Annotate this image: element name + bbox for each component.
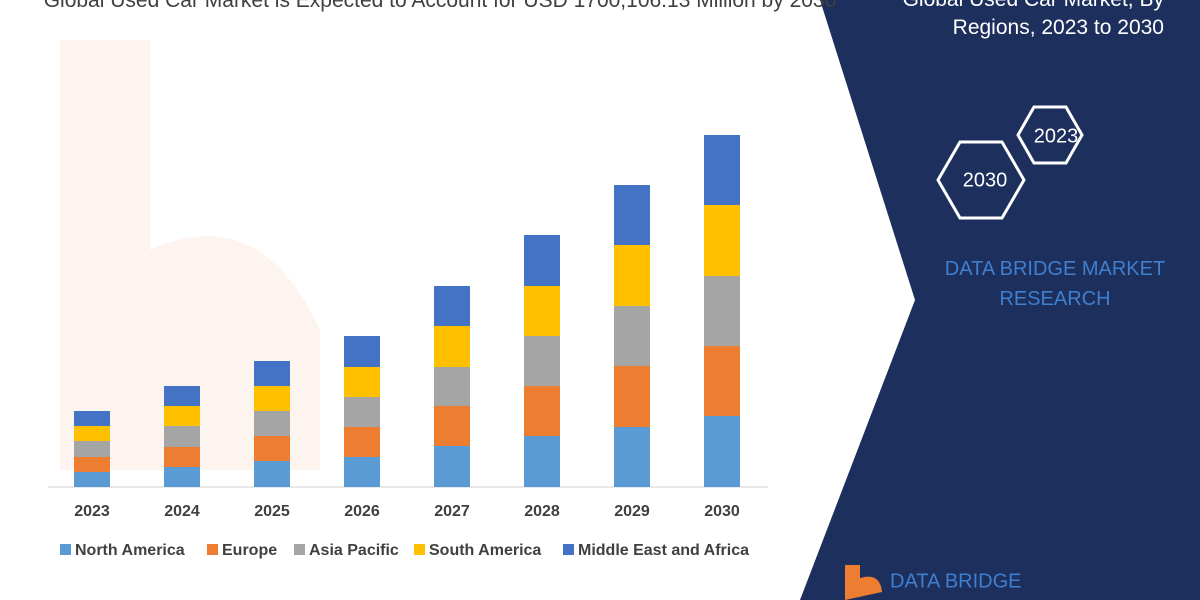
bar-segment	[164, 386, 200, 406]
bar-segment	[704, 205, 740, 276]
bar-segment	[704, 276, 740, 346]
x-tick-label: 2029	[614, 503, 650, 520]
panel-heading: Global Used Car Market, By Regions, 2023…	[903, 0, 1164, 39]
x-tick-label: 2028	[524, 503, 560, 520]
hex-label: 2023	[1034, 125, 1079, 147]
bar-segment	[74, 472, 110, 487]
legend-swatch	[563, 544, 574, 555]
legend-label: North America	[75, 542, 185, 559]
bar-segment	[254, 386, 290, 411]
bar-segment	[74, 426, 110, 441]
bar-segment	[344, 397, 380, 427]
bar-segment	[344, 367, 380, 397]
brand: DATA BRIDGE MARKET RESEARCH	[944, 258, 1166, 310]
bar-segment	[524, 336, 560, 386]
bar-segment	[524, 436, 560, 487]
bar-segment	[434, 446, 470, 487]
bar-segment	[524, 235, 560, 286]
bar-segment	[74, 441, 110, 457]
logo-mark	[845, 565, 882, 600]
bar-segment	[614, 366, 650, 427]
hex-label: 2030	[963, 169, 1008, 191]
side-panel	[800, 0, 1200, 600]
legend-swatch	[414, 544, 425, 555]
x-tick-label: 2025	[254, 503, 290, 520]
bar-segment	[74, 457, 110, 472]
bar-segment	[164, 426, 200, 447]
bar-segment	[434, 406, 470, 446]
legend-swatch	[207, 544, 218, 555]
chart-title: Global Used Car Market is Expected to Ac…	[43, 0, 837, 12]
bar-segment	[614, 427, 650, 487]
bar-segment	[74, 411, 110, 426]
bar-segment	[254, 461, 290, 487]
bar-segment	[524, 286, 560, 336]
bar-segment	[704, 416, 740, 487]
x-tick-label: 2030	[704, 503, 740, 520]
bar-segment	[254, 361, 290, 386]
legend-swatch	[60, 544, 71, 555]
bar-segment	[614, 185, 650, 245]
bar-segment	[164, 406, 200, 426]
legend-label: Asia Pacific	[309, 542, 399, 559]
legend-label: South America	[429, 542, 541, 559]
bar-segment	[434, 286, 470, 326]
bar-segment	[524, 386, 560, 436]
bar-segment	[344, 336, 380, 367]
hexagon	[1016, 105, 1084, 165]
x-tick-label: 2026	[344, 503, 380, 520]
bar-segment	[704, 135, 740, 205]
hexagon	[936, 140, 1026, 220]
x-tick-label: 2024	[164, 503, 200, 520]
bar-segment	[614, 306, 650, 366]
bar-segment	[254, 411, 290, 436]
legend-label: Europe	[222, 542, 277, 559]
bar-segment	[434, 326, 470, 367]
legend-swatch	[294, 544, 305, 555]
bar-segment	[164, 447, 200, 467]
x-tick-label: 2023	[74, 503, 110, 520]
logo-text: DATA BRIDGE	[890, 570, 1022, 592]
bar-segment	[344, 457, 380, 487]
bar-segment	[344, 427, 380, 457]
bar-segment	[254, 436, 290, 461]
bar-segment	[614, 245, 650, 306]
bar-segment	[704, 346, 740, 416]
bar-segment	[434, 367, 470, 406]
x-tick-label: 2027	[434, 503, 470, 520]
bar-segment	[164, 467, 200, 487]
legend-label: Middle East and Africa	[578, 542, 749, 559]
